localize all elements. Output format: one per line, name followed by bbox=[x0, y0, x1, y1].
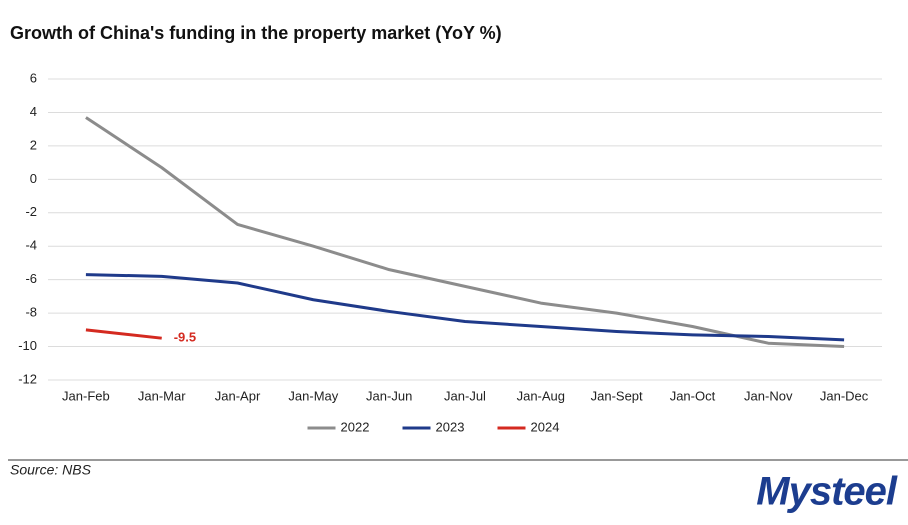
x-tick-label: Jan-Oct bbox=[670, 388, 716, 403]
data-label: -9.5 bbox=[174, 330, 196, 345]
x-tick-label: Jan-Sept bbox=[591, 388, 643, 403]
x-tick-label: Jan-Jun bbox=[366, 388, 412, 403]
chart-title: Growth of China's funding in the propert… bbox=[10, 23, 502, 43]
y-tick-label: 2 bbox=[30, 137, 37, 152]
series-line bbox=[85, 116, 845, 349]
source: Source: NBS bbox=[10, 462, 92, 478]
legend-label: 2024 bbox=[531, 419, 560, 434]
x-tick-label: Jan-Nov bbox=[744, 388, 793, 403]
x-tick-label: Jan-Feb bbox=[62, 388, 110, 403]
y-tick-label: -2 bbox=[25, 204, 37, 219]
y-tick-label: -6 bbox=[25, 271, 37, 286]
legend-label: 2023 bbox=[436, 419, 465, 434]
y-tick-label: -12 bbox=[18, 371, 37, 386]
logo: Mysteel bbox=[756, 470, 898, 514]
x-tick-label: Jan-Jul bbox=[444, 388, 486, 403]
legend-label: 2022 bbox=[341, 419, 370, 434]
x-tick-label: Jan-Aug bbox=[517, 388, 565, 403]
y-tick-label: -4 bbox=[25, 238, 37, 253]
series-line bbox=[85, 273, 845, 342]
y-tick-label: 4 bbox=[30, 104, 37, 119]
x-tick-label: Jan-Mar bbox=[138, 388, 186, 403]
x-tick-label: Jan-Dec bbox=[820, 388, 869, 403]
series-line bbox=[85, 328, 162, 340]
y-tick-label: 6 bbox=[30, 70, 37, 85]
y-tick-label: -8 bbox=[25, 305, 37, 320]
x-tick-label: Jan-Apr bbox=[215, 388, 261, 403]
y-tick-label: -10 bbox=[18, 338, 37, 353]
x-tick-label: Jan-May bbox=[288, 388, 338, 403]
y-tick-label: 0 bbox=[30, 171, 37, 186]
